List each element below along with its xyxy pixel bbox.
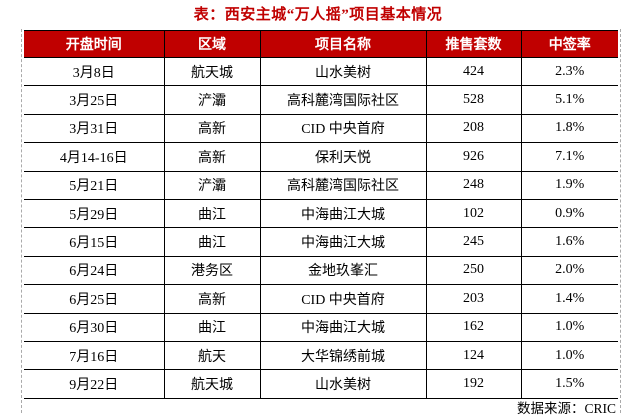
table-cell: 4月14-16日 (24, 142, 164, 172)
table-row: 6月24日 港务区 金地玖峯汇 250 2.0% (24, 256, 618, 286)
table-row: 5月21日 浐灞 高科麓湾国际社区 248 1.9% (24, 171, 618, 200)
column-header: 开盘时间 (24, 30, 164, 58)
table-cell: 山水美树 (259, 57, 426, 87)
table-cell: 2.0% (520, 256, 618, 286)
table-cell: 航天 (163, 341, 260, 371)
table-row: 3月25日 浐灞 高科麓湾国际社区 528 5.1% (24, 85, 618, 115)
table-cell: 5月29日 (24, 199, 164, 229)
table-cell: 203 (425, 284, 521, 314)
table-cell: 金地玖峯汇 (259, 256, 426, 286)
table-cell: 中海曲江大城 (259, 227, 426, 257)
table-cell: 528 (425, 85, 521, 115)
table-body: 3月8日 航天城 山水美树 424 2.3% 3月25日 浐灞 高科麓湾国际社区 528 5.1%… (24, 57, 618, 399)
table-cell: 245 (425, 227, 521, 257)
data-source-note: 数据来源：CRIC (516, 401, 616, 416)
table-row: 3月31日 高新 CID 中央首府 208 1.8% (24, 114, 618, 144)
table-cell: 162 (425, 313, 521, 342)
table-cell: 5.1% (520, 85, 618, 115)
projects-table: 开盘时间 区域 项目名称 推售套数 中签率 3月8日 航天城 山水美树 424 2.3% 3月25… (24, 30, 618, 399)
table-cell: 6月25日 (24, 284, 164, 314)
table-cell: 7.1% (520, 142, 618, 172)
table-cell: 山水美树 (259, 369, 426, 399)
column-header: 区域 (163, 30, 260, 58)
table-cell: 高新 (163, 114, 260, 144)
table-cell: CID 中央首府 (259, 284, 426, 314)
table-cell: 0.9% (520, 199, 618, 229)
table-cell: 航天城 (163, 369, 260, 399)
table-cell: 港务区 (163, 256, 260, 286)
table-cell: 高科麓湾国际社区 (259, 171, 426, 200)
table-cell: 1.0% (520, 313, 618, 342)
table-cell: 9月22日 (24, 369, 164, 399)
page-break-line-right (620, 29, 621, 413)
page-break-line-left (21, 29, 22, 413)
table-cell: 2.3% (520, 57, 618, 87)
table-cell: 250 (425, 256, 521, 286)
table-cell: 保利天悦 (259, 142, 426, 172)
table-row: 9月22日 航天城 山水美树 192 1.5% (24, 369, 618, 399)
table-cell: 曲江 (163, 227, 260, 257)
table-cell: 3月25日 (24, 85, 164, 115)
table-cell: 3月8日 (24, 57, 164, 87)
table-cell: 6月24日 (24, 256, 164, 286)
table-row: 5月29日 曲江 中海曲江大城 102 0.9% (24, 199, 618, 229)
table-cell: 高新 (163, 142, 260, 172)
table-cell: 124 (425, 341, 521, 371)
table-cell: 424 (425, 57, 521, 87)
table-row: 6月30日 曲江 中海曲江大城 162 1.0% (24, 313, 618, 342)
table-cell: CID 中央首府 (259, 114, 426, 144)
table-cell: 1.4% (520, 284, 618, 314)
table-cell: 浐灞 (163, 171, 260, 200)
table-cell: 大华锦绣前城 (259, 341, 426, 371)
table-cell: 1.9% (520, 171, 618, 200)
table-cell: 曲江 (163, 199, 260, 229)
table-cell: 航天城 (163, 57, 260, 87)
table-cell: 高新 (163, 284, 260, 314)
table-cell: 1.5% (520, 369, 618, 399)
table-cell: 208 (425, 114, 521, 144)
table-row: 3月8日 航天城 山水美树 424 2.3% (24, 57, 618, 87)
table-row: 6月25日 高新 CID 中央首府 203 1.4% (24, 284, 618, 314)
table-cell: 1.6% (520, 227, 618, 257)
table-cell: 3月31日 (24, 114, 164, 144)
table-cell: 7月16日 (24, 341, 164, 371)
table-cell: 6月30日 (24, 313, 164, 342)
table-cell: 中海曲江大城 (259, 199, 426, 229)
table-cell: 192 (425, 369, 521, 399)
table-cell: 5月21日 (24, 171, 164, 200)
table-cell: 1.0% (520, 341, 618, 371)
table-cell: 926 (425, 142, 521, 172)
table-cell: 248 (425, 171, 521, 200)
table-cell: 中海曲江大城 (259, 313, 426, 342)
column-header: 中签率 (520, 30, 618, 58)
table-cell: 1.8% (520, 114, 618, 144)
table-header-row: 开盘时间 区域 项目名称 推售套数 中签率 (24, 30, 618, 58)
column-header: 项目名称 (259, 30, 426, 58)
table-row: 6月15日 曲江 中海曲江大城 245 1.6% (24, 227, 618, 257)
table-cell: 曲江 (163, 313, 260, 342)
column-header: 推售套数 (425, 30, 521, 58)
table-cell: 浐灞 (163, 85, 260, 115)
page-title: 表：西安主城“万人摇”项目基本情况 (193, 7, 443, 23)
table-row: 4月14-16日 高新 保利天悦 926 7.1% (24, 142, 618, 172)
table-cell: 6月15日 (24, 227, 164, 257)
table-cell: 102 (425, 199, 521, 229)
table-cell: 高科麓湾国际社区 (259, 85, 426, 115)
table-row: 7月16日 航天 大华锦绣前城 124 1.0% (24, 341, 618, 371)
